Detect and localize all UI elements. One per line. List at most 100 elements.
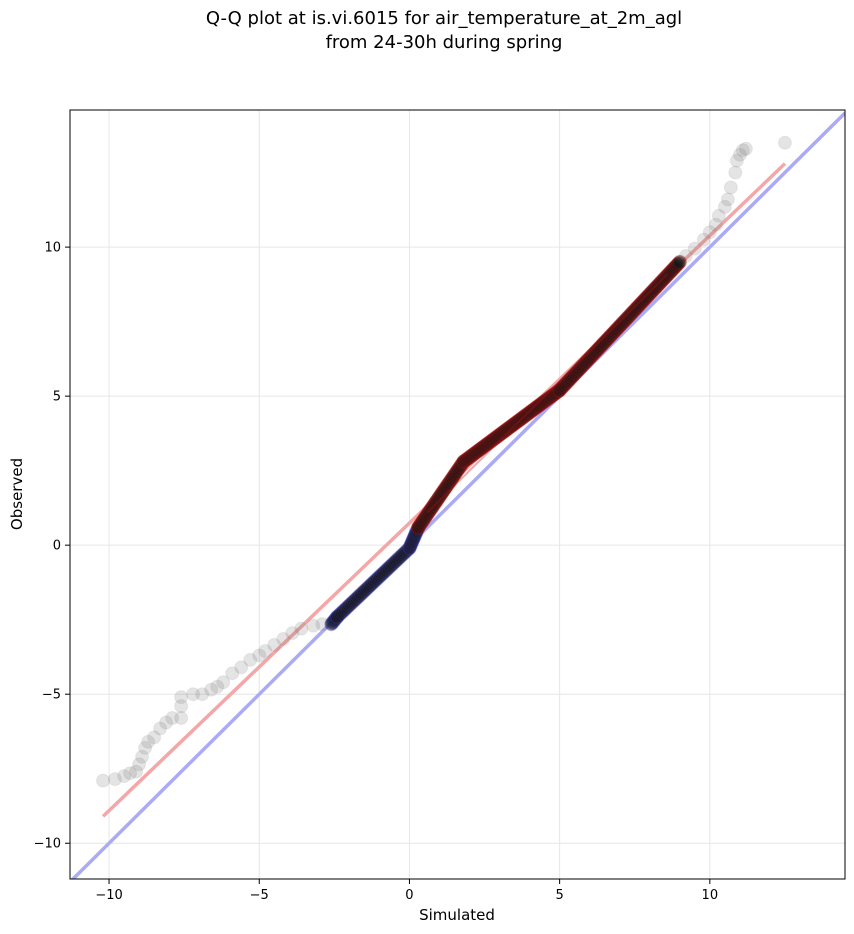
data-point	[414, 515, 429, 530]
data-point	[473, 441, 488, 456]
data-point	[117, 769, 132, 784]
data-point	[613, 318, 628, 333]
data-point	[186, 687, 201, 702]
data-point	[521, 406, 536, 421]
data-point	[553, 381, 568, 396]
data-point	[396, 546, 411, 561]
data-point	[669, 258, 684, 273]
data-point	[605, 326, 621, 341]
data-point	[450, 463, 465, 478]
data-point	[490, 428, 506, 444]
data-point	[468, 445, 483, 460]
data-point	[489, 429, 505, 444]
data-point	[392, 550, 407, 566]
data-point	[591, 341, 606, 356]
data-point	[527, 401, 542, 416]
data-point	[523, 404, 538, 419]
data-point	[529, 399, 545, 415]
data-point	[418, 509, 433, 524]
data-point	[602, 329, 617, 345]
data-point	[551, 383, 566, 399]
data-point	[573, 361, 588, 376]
data-point	[330, 609, 345, 624]
data-point	[642, 287, 657, 302]
data-point	[397, 545, 413, 560]
data-point	[650, 278, 666, 293]
data-point	[570, 363, 585, 378]
data-point	[584, 349, 599, 364]
data-point	[359, 581, 374, 596]
data-point	[579, 354, 594, 369]
data-point	[466, 447, 481, 462]
data-point	[522, 405, 537, 420]
data-point	[496, 424, 511, 440]
data-point	[337, 602, 352, 617]
data-point	[519, 407, 534, 423]
data-point	[645, 283, 661, 298]
data-point	[564, 370, 579, 385]
data-point	[413, 517, 428, 532]
data-point	[416, 512, 431, 527]
data-point	[174, 690, 189, 705]
data-point	[549, 385, 564, 400]
data-point	[497, 424, 512, 439]
data-point	[729, 153, 744, 168]
data-point	[336, 604, 351, 619]
data-point	[661, 266, 676, 281]
data-point	[368, 573, 383, 588]
data-point	[404, 534, 420, 550]
data-point	[453, 459, 468, 474]
data-point	[459, 452, 474, 467]
data-point	[601, 331, 616, 346]
data-point	[510, 414, 525, 429]
data-point	[525, 403, 540, 418]
data-point	[458, 453, 473, 468]
data-point	[347, 592, 363, 608]
data-point	[428, 494, 443, 510]
data-point	[652, 276, 667, 292]
data-point	[486, 432, 501, 447]
data-point	[604, 327, 619, 342]
data-point	[659, 269, 674, 284]
data-point	[554, 380, 570, 395]
data-point	[343, 597, 358, 612]
data-point	[355, 585, 370, 601]
data-point	[481, 436, 496, 451]
data-point	[356, 584, 371, 599]
data-point	[457, 453, 472, 469]
data-point	[534, 396, 549, 411]
grid-layer	[70, 110, 845, 879]
chart-title-line-2: from 24-30h during spring	[326, 32, 563, 53]
data-point	[402, 539, 418, 555]
data-point	[446, 469, 461, 484]
data-point	[415, 514, 430, 529]
data-point	[641, 288, 656, 303]
data-point	[653, 275, 668, 290]
data-point	[563, 371, 578, 386]
data-point	[408, 527, 423, 542]
data-point	[330, 609, 345, 624]
data-point	[590, 342, 605, 358]
data-point	[434, 485, 450, 501]
data-point	[530, 399, 546, 414]
y-tick-label: 10	[44, 241, 61, 256]
data-point	[407, 530, 422, 545]
data-point	[389, 553, 404, 568]
data-point	[129, 764, 144, 779]
data-point	[587, 345, 602, 360]
data-point	[565, 368, 581, 384]
data-point	[420, 506, 435, 521]
data-point	[517, 408, 533, 423]
data-point	[728, 165, 743, 180]
data-point	[333, 606, 348, 622]
data-point	[390, 552, 405, 567]
ticks-layer: −10 −5 0 5 10 −10 −5 0 5 10	[34, 241, 719, 903]
data-point	[568, 366, 583, 381]
data-point	[452, 460, 467, 475]
data-point	[423, 502, 438, 517]
data-point	[599, 332, 615, 347]
data-point	[243, 652, 258, 667]
data-point	[538, 393, 553, 408]
data-point	[528, 400, 543, 415]
